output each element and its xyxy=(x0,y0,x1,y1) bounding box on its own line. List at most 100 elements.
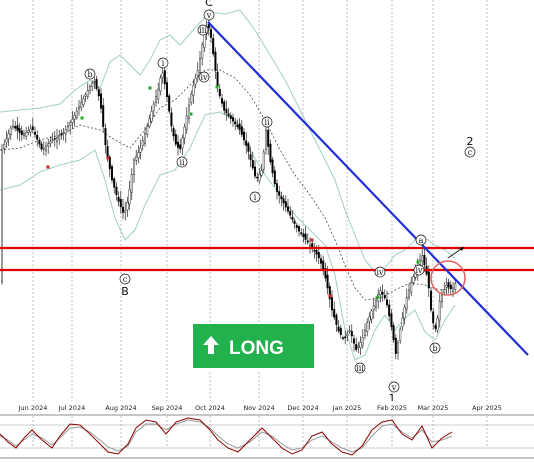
candle-body xyxy=(117,196,120,202)
upper-band xyxy=(0,9,456,273)
candle-body xyxy=(216,71,219,88)
candle-body xyxy=(174,134,177,145)
candle-body xyxy=(267,129,270,147)
candle-body xyxy=(71,119,74,123)
candle-body xyxy=(88,86,91,91)
candle-body xyxy=(392,325,395,341)
candle-body xyxy=(394,337,397,354)
candle-body xyxy=(284,201,287,208)
x-tick-label: Nov 2024 xyxy=(243,404,274,412)
wave-label-ii-2: ii xyxy=(261,116,273,128)
candle-body xyxy=(183,126,186,139)
x-axis-tick-labels: Jun 2024 Jul 2024 Aug 2024 Sep 2024 Oct … xyxy=(18,404,502,412)
candle-body xyxy=(306,240,309,243)
candle-body xyxy=(265,129,268,150)
candle-body xyxy=(93,81,96,83)
wave-label-2: 2 xyxy=(467,135,474,148)
candle-body xyxy=(77,106,80,110)
candle-body xyxy=(124,210,127,213)
middle-band xyxy=(0,69,456,301)
wave-label-ii-1: ii xyxy=(176,156,188,168)
svg-text:ii: ii xyxy=(179,158,185,167)
candle-body xyxy=(14,126,17,129)
candle-body xyxy=(212,37,215,55)
svg-text:v: v xyxy=(391,383,397,392)
signal-marker xyxy=(328,294,332,298)
candle-body xyxy=(242,131,245,141)
svg-text:c: c xyxy=(123,275,128,284)
candle-body xyxy=(66,125,69,128)
candle-body xyxy=(291,216,294,220)
wave-label-iv-3: iv xyxy=(413,264,425,276)
candle-body xyxy=(49,141,52,144)
wave-label-b-1: b xyxy=(84,68,96,80)
signal-marker xyxy=(215,85,219,89)
candle-body xyxy=(25,131,28,137)
candle-body xyxy=(194,77,197,85)
wave-label-b-2: b xyxy=(429,342,441,354)
candle-body xyxy=(412,276,415,283)
candle-body xyxy=(86,90,89,97)
resistance-lines xyxy=(0,246,534,272)
candle-body xyxy=(34,131,37,135)
svg-text:iv: iv xyxy=(200,73,208,82)
candle-body xyxy=(313,249,316,252)
candle-body xyxy=(73,114,76,120)
candle-body xyxy=(159,77,162,92)
candle-body xyxy=(132,159,135,175)
candle-body xyxy=(60,133,63,136)
svg-text:c: c xyxy=(468,148,473,157)
candle-body xyxy=(408,289,411,298)
signal-marker xyxy=(106,156,110,160)
candle-body xyxy=(452,287,455,292)
candle-body xyxy=(397,342,400,353)
candle-body xyxy=(168,95,171,112)
candle-body xyxy=(91,82,94,87)
candle-body xyxy=(245,140,248,146)
x-tick-label: Feb 2025 xyxy=(377,404,407,412)
candle-body xyxy=(190,93,193,103)
bollinger-bands xyxy=(0,9,456,361)
candle-body xyxy=(361,337,364,346)
candle-body xyxy=(324,268,327,279)
candle-body xyxy=(278,191,281,196)
candle-body xyxy=(432,311,435,324)
up-arrow-icon xyxy=(203,336,219,354)
wave-label-iv-2: iv xyxy=(374,266,386,278)
candle-body xyxy=(346,334,349,336)
candle-body xyxy=(339,327,342,335)
candle-body xyxy=(225,109,228,114)
candle-body xyxy=(368,316,371,322)
wave-label-a: a xyxy=(415,234,427,246)
candle-body xyxy=(436,317,439,331)
signal-marker xyxy=(46,165,50,169)
candle-body xyxy=(331,297,334,311)
candle-body xyxy=(375,299,378,308)
candle-body xyxy=(287,206,290,212)
wave-label-B: B xyxy=(121,285,129,298)
candle-body xyxy=(293,220,296,224)
candlestick-series xyxy=(1,19,457,360)
candle-body xyxy=(438,301,441,321)
candle-body xyxy=(115,186,118,195)
candle-body xyxy=(399,328,402,341)
candle-body xyxy=(165,82,168,97)
candle-body xyxy=(176,141,179,148)
candle-body xyxy=(309,244,312,247)
signal-marker xyxy=(148,86,152,90)
wave-label-c-2: c xyxy=(464,146,476,158)
badge-label: LONG xyxy=(229,338,284,359)
candle-body xyxy=(64,129,67,135)
x-tick-label: Apr 2025 xyxy=(472,404,502,412)
candle-body xyxy=(337,326,340,332)
candle-body xyxy=(201,44,204,59)
svg-text:a: a xyxy=(419,236,424,245)
candle-body xyxy=(454,283,457,290)
wave-label-1: 1 xyxy=(389,392,396,405)
svg-text:i: i xyxy=(254,193,257,202)
wave-label-C: C xyxy=(205,0,213,9)
candle-body xyxy=(223,101,226,111)
candle-body xyxy=(187,104,190,119)
candle-body xyxy=(148,118,151,127)
candle-body xyxy=(47,143,50,147)
